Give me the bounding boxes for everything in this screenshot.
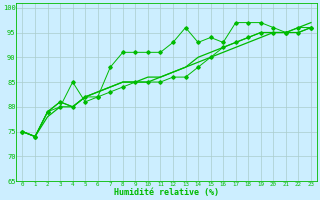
X-axis label: Humidité relative (%): Humidité relative (%) <box>114 188 219 197</box>
